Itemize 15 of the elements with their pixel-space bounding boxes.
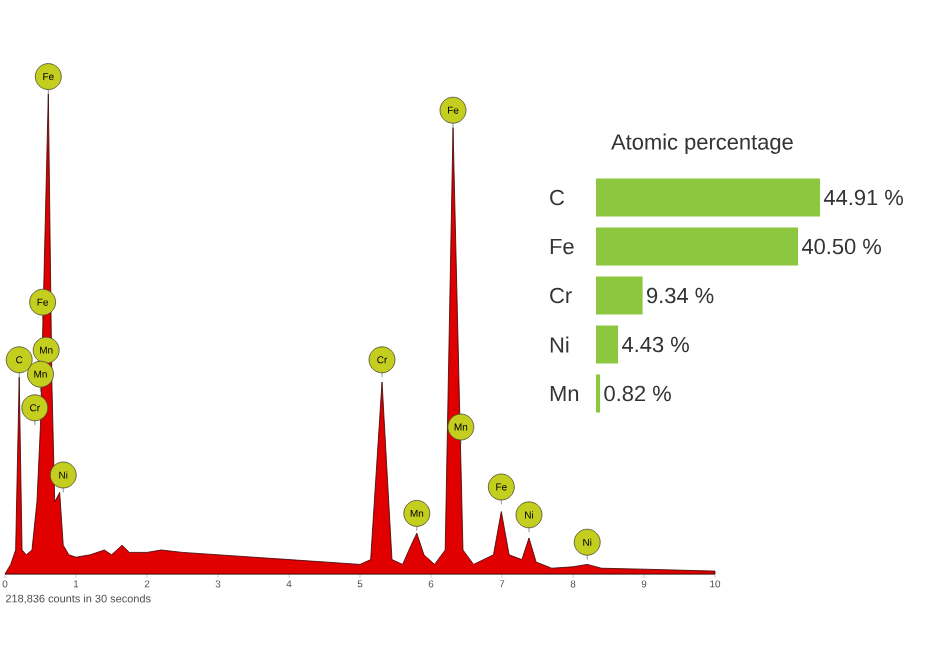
y-tick-label: Cr	[550, 287, 572, 304]
chart-title: Atomic percentage	[611, 133, 793, 154]
data-label: 0.82 %	[604, 385, 671, 402]
y-tick-label: Ni	[550, 336, 569, 353]
bar	[596, 178, 821, 217]
bar	[596, 227, 799, 266]
data-label: 4.43 %	[621, 336, 689, 353]
y-tick-label: C	[550, 189, 565, 206]
data-label: 44.91 %	[823, 189, 903, 206]
bar	[596, 325, 619, 364]
y-tick-label: Fe	[550, 238, 574, 255]
data-label: 40.50 %	[801, 238, 881, 255]
data-label: 9.34 %	[647, 287, 714, 304]
bar	[596, 276, 643, 315]
y-tick-label: Mn	[550, 385, 579, 402]
